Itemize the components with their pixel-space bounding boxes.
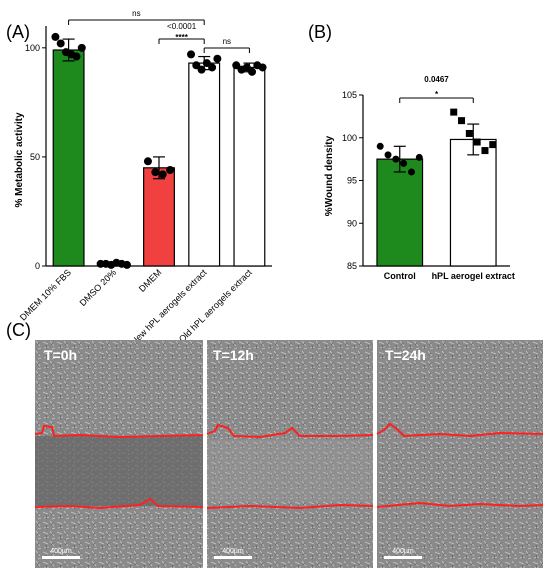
data-point <box>384 151 392 159</box>
y-tick-label: 100 <box>342 133 357 143</box>
data-point <box>232 61 241 70</box>
data-point <box>151 168 160 177</box>
panel-b-label: (B) <box>308 22 332 42</box>
y-tick-label: 85 <box>347 261 357 271</box>
micrograph-t24-label: T=24h <box>385 347 426 363</box>
micrograph-t24-image <box>377 340 543 568</box>
data-point <box>72 52 81 61</box>
micrograph-t24: T=24h 400µm <box>376 340 544 568</box>
scale-bar-t0-label: 400µm <box>50 548 72 555</box>
data-point <box>450 108 458 116</box>
data-point <box>392 155 400 163</box>
micrograph-t12-image <box>207 340 373 568</box>
y-tick-label: 105 <box>342 90 357 100</box>
y-tick-label: 100 <box>25 43 40 53</box>
significance-label: * <box>435 90 439 99</box>
data-point <box>213 54 222 63</box>
data-point <box>242 63 251 72</box>
data-point <box>192 61 201 70</box>
data-point <box>407 168 415 176</box>
wound-edge-top-t0 <box>34 424 204 439</box>
data-point <box>376 142 384 150</box>
chart-a-ylabel: % Metabolic activity <box>14 112 25 207</box>
micrograph-t12-wound <box>207 440 373 502</box>
wound-edge-bottom-t0 <box>34 497 204 510</box>
x-tick-label: Control <box>384 271 416 281</box>
scale-bar-t12 <box>214 556 252 559</box>
data-point <box>473 138 481 146</box>
micrograph-t0-wound-texture <box>35 436 203 506</box>
data-point <box>77 43 86 52</box>
x-tick-label: hPL aerogel extract <box>432 271 515 281</box>
data-point <box>248 67 257 76</box>
x-tick-label: Old hPL aerogels extract <box>177 267 254 344</box>
wound-density-chart: %Wound density 85 90 95 100 105 Control hPL ae… <box>324 75 515 281</box>
wound-edge-top-t12 <box>206 423 374 439</box>
data-point <box>143 157 152 166</box>
bar <box>143 167 175 267</box>
data-point <box>56 39 65 48</box>
panel-a-label: (A) <box>6 22 30 42</box>
significance-label: **** <box>175 33 188 42</box>
data-point <box>489 141 497 149</box>
bar <box>233 66 266 267</box>
data-point <box>158 170 167 179</box>
data-point <box>208 63 217 72</box>
data-point <box>481 147 489 155</box>
data-point <box>465 129 473 137</box>
significance-label: ns <box>223 37 231 46</box>
data-point <box>166 166 175 174</box>
micrograph-t0: T=0h 400µm <box>34 340 204 568</box>
scale-bar-t0 <box>42 556 80 559</box>
scale-bar-t24-label: 400µm <box>392 548 414 555</box>
x-tick-label: New hPL aerogels extract <box>129 267 209 347</box>
scale-bar-t12-label: 400µm <box>222 548 244 555</box>
data-point <box>202 59 211 68</box>
data-point <box>458 117 466 125</box>
micrograph-t12-label: T=12h <box>213 347 254 363</box>
y-tick-label: 95 <box>347 176 357 186</box>
x-tick-label: DMSO 20% <box>78 267 119 308</box>
bar <box>52 49 85 267</box>
bar <box>376 158 424 267</box>
significance-label: 0.0467 <box>424 75 449 84</box>
wound-edge-bottom-t12 <box>206 503 374 510</box>
micrograph-panel: T=0h 400µm T=12h 400µm T=24h 400µm <box>34 340 544 568</box>
y-tick-label: 90 <box>347 218 357 228</box>
data-point <box>258 63 267 72</box>
wound-edge-bottom-t24 <box>376 501 544 508</box>
x-tick-label: DMEM <box>137 267 164 294</box>
chart-b-ylabel: %Wound density <box>324 135 335 216</box>
bar <box>188 62 221 267</box>
data-point <box>415 153 423 161</box>
micrograph-t12: T=12h 400µm <box>206 340 374 568</box>
micrograph-t0-label: T=0h <box>44 347 77 363</box>
bar <box>449 138 497 267</box>
data-point <box>400 159 408 167</box>
x-tick-label: DMEM 10% FBS <box>18 267 73 322</box>
data-point <box>51 32 60 41</box>
y-tick-label: 50 <box>30 152 40 162</box>
scale-bar-t24 <box>384 556 422 559</box>
data-point <box>197 65 206 74</box>
panel-c-label: (C) <box>6 320 31 340</box>
significance-label: ns <box>132 9 140 18</box>
data-point <box>187 50 196 59</box>
wound-edge-top-t24 <box>376 422 544 438</box>
y-tick-label: 0 <box>35 261 40 271</box>
data-point <box>122 260 131 269</box>
significance-label: <0.0001 <box>167 22 197 31</box>
